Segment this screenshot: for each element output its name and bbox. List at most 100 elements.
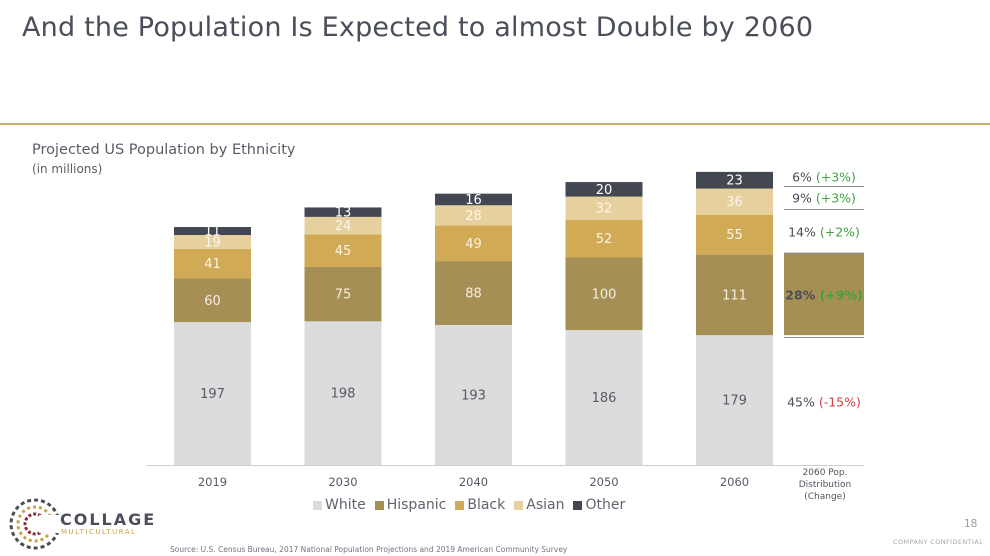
bar-segment-white [435,324,512,465]
legend-label: Asian [526,497,565,513]
distribution-value-black: 14% (+2%) [788,225,860,240]
bar-segment-asian [696,188,773,215]
bar-segment-white [565,330,643,465]
distribution-pct: 28% [785,288,819,303]
distribution-highlight-box [784,252,864,336]
logo-tagline: MULTICULTURAL [61,528,137,536]
distribution-header-line: Distribution [798,480,852,490]
bar-segment-hispanic [304,266,382,322]
data-label: 75 [335,288,352,303]
legend-swatch-hispanic [374,500,384,510]
chart-legend: White Hispanic Black Asian Other [313,497,625,513]
distribution-change: (+3%) [816,191,856,206]
bar-segment-black [696,214,773,255]
x-tick-label: 2030 [328,475,357,489]
data-label: 179 [722,394,747,409]
distribution-pct: 14% [788,225,820,240]
legend-item: Hispanic [374,497,447,513]
legend-item: White [313,497,366,513]
bar-segment-other [696,171,773,189]
data-label: 100 [592,287,617,302]
data-label: 186 [592,391,617,406]
chart-title: Projected US Population by Ethnicity [32,142,296,158]
legend-swatch-asian [514,500,524,510]
bar-segment-other [304,207,382,217]
data-label: 20 [596,183,613,198]
data-label: 52 [596,232,613,247]
data-label: 60 [204,294,221,309]
bar-segment-white [696,335,773,465]
distribution-change: (+2%) [820,225,860,240]
distribution-value-hispanic: 28% (+9%) [785,288,862,303]
distribution-pct: 9% [792,191,816,206]
data-label: 16 [465,193,482,208]
data-label: 11 [204,225,221,240]
collage-logo-icon [9,498,64,550]
bar-segment-black [435,225,512,262]
data-label: 55 [726,228,743,243]
data-label: 197 [200,387,225,402]
data-label: 28 [465,209,482,224]
distribution-header: 2060 Pop. Distribution (Change) [785,467,865,503]
bar-segment-asian [174,235,251,249]
distribution-value-white: 45% (-15%) [787,395,861,410]
page-number: 18 [964,518,978,530]
distribution-change: (-15%) [819,395,861,410]
data-label: 193 [461,388,486,403]
data-label: 41 [204,257,221,272]
bar-segment-black [565,219,643,258]
x-tick-label: 2060 [720,475,749,489]
legend-swatch-black [455,500,465,510]
data-label: 49 [465,237,482,252]
data-label: 88 [465,287,482,302]
bar-segment-asian [565,196,643,220]
bar-segment-other [435,193,512,206]
legend-swatch-white [313,500,322,510]
legend-label: Black [467,497,506,513]
distribution-pct: 45% [787,395,819,410]
data-label: 36 [726,195,743,210]
distribution-value-other: 6% (+3%) [792,170,856,185]
bar-segment-black [174,248,251,279]
data-label: 32 [596,202,613,217]
legend-label: Other [585,497,626,513]
data-label: 45 [335,244,352,259]
bar-segment-asian [304,216,382,235]
data-label: 23 [726,174,743,189]
x-tick-label: 2050 [589,475,618,489]
x-tick-label: 2040 [459,475,488,489]
legend-label: White [325,497,366,513]
bar-segment-hispanic [435,261,512,325]
legend-item: Other [573,497,625,513]
title-divider [0,123,990,125]
bar-segment-white [174,322,251,465]
bar-segment-white [304,321,382,465]
slide-title: And the Population Is Expected to almost… [22,12,814,43]
distribution-change: (+3%) [816,170,856,185]
logo-name: COLLAGE [60,510,157,529]
data-label: 13 [335,206,352,221]
legend-swatch-other [573,500,583,510]
distribution-value-asian: 9% (+3%) [792,191,856,206]
source-note: Source: U.S. Census Bureau, 2017 Nationa… [170,545,568,554]
x-tick-label: 2019 [198,475,227,489]
data-label: 24 [335,219,352,234]
legend-item: Black [455,497,505,513]
data-label: 198 [331,387,356,402]
chart-subtitle: (in millions) [32,162,103,176]
data-label: 111 [722,288,747,303]
legend-item: Asian [514,497,564,513]
legend-label: Hispanic [386,497,447,513]
bar-segment-other [174,227,251,236]
distribution-header-line: (Change) [804,492,846,502]
bar-segment-black [304,234,382,267]
bar-segment-hispanic [565,257,643,331]
bar-segment-other [565,182,643,197]
bar-segment-hispanic [696,254,773,336]
bar-segment-asian [435,205,512,226]
distribution-pct: 6% [792,170,816,185]
bar-segment-hispanic [174,278,251,323]
confidential-label: COMPANY CONFIDENTIAL [893,538,984,546]
data-label: 19 [204,235,221,250]
